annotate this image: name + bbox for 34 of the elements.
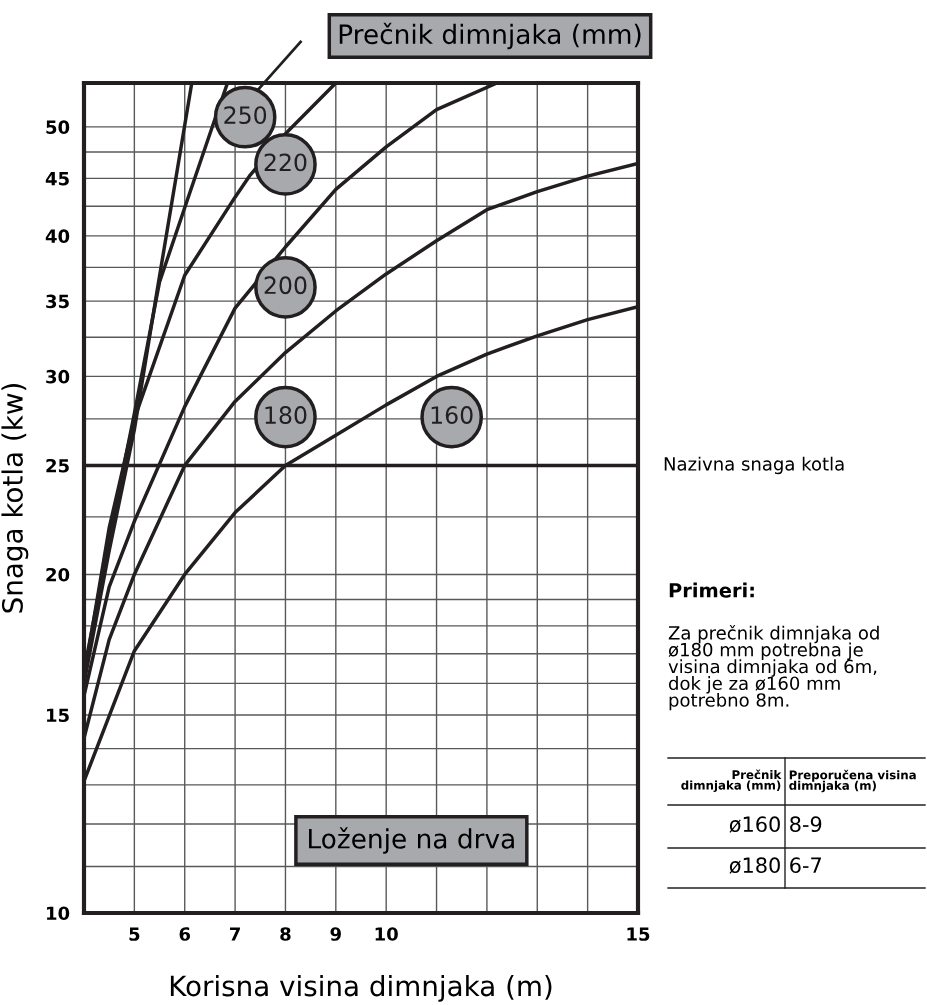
y-tick-label: 50 [46,120,70,134]
legend-label: 250 [224,106,267,125]
x-tick-label: 7 [230,927,240,941]
annotation: Loženje na drva [309,827,514,854]
series-label: 180 [265,406,307,424]
y-axis-title: Snaga kotla (kw) [1,384,29,613]
text: Primeri: [669,582,754,598]
y-tick-label: 35 [46,294,69,309]
text: ø160 [729,816,780,833]
series-label: 160 [431,406,473,424]
y-tick-label: 40 [45,229,70,243]
x-axis-title: Korisna visina dimnjaka (m) [170,974,552,1002]
series-label: 200 [264,276,307,295]
x-tick-label: 5 [129,927,140,941]
ref-line-label: Nazivna snaga kotla [664,456,844,475]
text: Prečnik dimnjaka (mm) [681,769,782,793]
text: ø180 [729,857,780,874]
text: 6-7 [790,857,821,874]
x-tick-label: 15 [627,927,650,941]
y-tick-label: 45 [45,172,69,186]
y-tick-label: 10 [47,906,70,921]
y-tick-label: 20 [46,567,70,582]
text: Za prečnik dimnjaka od ø180 mm potrebna je visina dimnjaka od 6m, dok je za ø160 mm potrebno 8m. [668,625,879,711]
text: Preporučena visina dimnjaka (m) [789,769,916,793]
y-tick-label: 30 [46,369,70,384]
y-tick-label: 25 [46,458,69,473]
chart-title: Prečnik dimnjaka (mm) [339,22,641,50]
x-tick-label: 10 [375,927,398,941]
y-tick-label: 15 [47,708,69,723]
series-label: 220 [264,153,307,172]
text: 8-9 [790,816,822,833]
x-tick-label: 8 [280,927,291,941]
x-tick-label: 9 [330,927,341,941]
x-tick-label: 6 [179,927,191,941]
